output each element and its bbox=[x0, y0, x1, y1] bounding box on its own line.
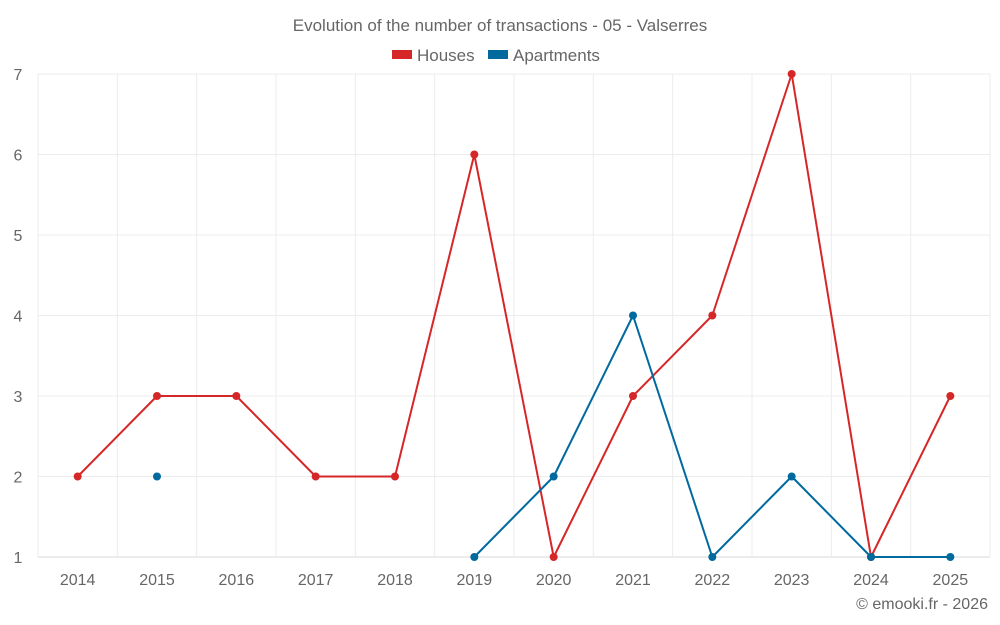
apartments-point[interactable] bbox=[787, 472, 796, 481]
y-tick-label: 2 bbox=[14, 470, 23, 487]
y-tick-label: 3 bbox=[14, 389, 23, 406]
x-tick-label: 2017 bbox=[298, 572, 334, 589]
legend-label-apartments: Apartments bbox=[513, 46, 600, 65]
x-tick-label: 2016 bbox=[219, 572, 255, 589]
x-tick-label: 2023 bbox=[774, 572, 810, 589]
x-tick-label: 2014 bbox=[60, 572, 96, 589]
x-tick-label: 2025 bbox=[933, 572, 969, 589]
apartments-point[interactable] bbox=[470, 553, 479, 561]
x-tick-label: 2020 bbox=[536, 572, 572, 589]
houses-point[interactable] bbox=[73, 472, 82, 481]
apartments-point[interactable] bbox=[629, 311, 637, 320]
houses-point[interactable] bbox=[232, 392, 241, 400]
apartments-point[interactable] bbox=[549, 472, 558, 481]
y-tick-label: 6 bbox=[14, 148, 23, 165]
legend-item-apartments[interactable]: Apartments bbox=[488, 46, 600, 65]
chart-title: Evolution of the number of transactions … bbox=[293, 16, 708, 35]
series bbox=[73, 70, 955, 561]
x-axis-ticks: 2014 2015 2016 2017 2018 2019 2020 2021 2022 2023… bbox=[60, 572, 968, 589]
apartments-point[interactable] bbox=[153, 472, 161, 481]
houses-point[interactable] bbox=[708, 311, 717, 320]
x-tick-label: 2024 bbox=[853, 572, 889, 589]
x-tick-label: 2019 bbox=[457, 572, 493, 589]
legend-label-houses: Houses bbox=[417, 46, 475, 65]
apartments-point[interactable] bbox=[867, 553, 875, 561]
y-axis-ticks: 1 2 3 4 5 6 7 bbox=[14, 67, 23, 567]
houses-point[interactable] bbox=[629, 392, 637, 400]
houses-point[interactable] bbox=[311, 472, 320, 481]
houses-point[interactable] bbox=[391, 472, 399, 481]
houses-line bbox=[76, 73, 952, 558]
legend-item-houses[interactable]: Houses bbox=[392, 46, 475, 65]
legend[interactable]: Houses Apartments bbox=[392, 46, 600, 65]
credit-text: © emooki.fr - 2026 bbox=[856, 596, 988, 613]
houses-point[interactable] bbox=[946, 392, 955, 400]
legend-swatch-apartments bbox=[488, 50, 508, 59]
houses-point[interactable] bbox=[549, 553, 558, 561]
apartments-point[interactable] bbox=[946, 553, 955, 561]
x-tick-label: 2021 bbox=[615, 572, 651, 589]
y-tick-label: 5 bbox=[14, 228, 23, 245]
y-tick-label: 4 bbox=[14, 309, 23, 326]
legend-swatch-houses bbox=[392, 50, 412, 59]
x-tick-label: 2015 bbox=[139, 572, 175, 589]
houses-point[interactable] bbox=[787, 70, 796, 78]
x-tick-label: 2022 bbox=[695, 572, 731, 589]
y-tick-label: 1 bbox=[14, 550, 23, 567]
y-tick-label: 7 bbox=[14, 67, 23, 84]
grid bbox=[37, 73, 991, 558]
apartments-point[interactable] bbox=[708, 553, 717, 561]
houses-point[interactable] bbox=[153, 392, 161, 400]
houses-point[interactable] bbox=[470, 150, 479, 159]
x-tick-label: 2018 bbox=[377, 572, 413, 589]
